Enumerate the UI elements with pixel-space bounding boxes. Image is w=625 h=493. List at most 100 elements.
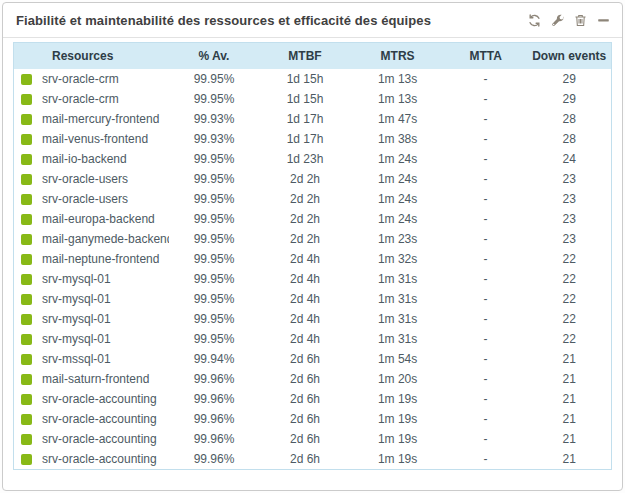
table-row[interactable]: mail-venus-frontend 99.93% 1d 17h 1m 38s… [14, 129, 611, 149]
availability-cell: 99.95% [169, 309, 259, 329]
table-row[interactable]: mail-neptune-frontend 99.95% 2d 4h 1m 32… [14, 249, 611, 269]
availability-cell: 99.95% [169, 229, 259, 249]
table-row[interactable]: mail-saturn-frontend 99.96% 2d 6h 1m 20s… [14, 369, 611, 389]
mtta-cell: - [444, 369, 528, 389]
down-events-cell: 28 [527, 129, 611, 149]
resource-table-body: srv-oracle-crm 99.95% 1d 15h 1m 13s - 29… [14, 69, 611, 469]
table-row[interactable]: srv-oracle-crm 99.95% 1d 15h 1m 13s - 29 [14, 89, 611, 109]
status-ok-icon [21, 174, 32, 185]
resource-name: srv-oracle-crm [42, 72, 119, 86]
mtbf-cell: 2d 6h [259, 409, 352, 429]
resource-name: srv-mssql-01 [42, 352, 111, 366]
table-row[interactable]: mail-mercury-frontend 99.93% 1d 17h 1m 4… [14, 109, 611, 129]
refresh-button[interactable] [527, 14, 541, 28]
column-header-mtta[interactable]: MTTA [444, 43, 528, 69]
collapse-button[interactable] [596, 14, 610, 28]
mtbf-cell: 2d 4h [259, 269, 352, 289]
table-row[interactable]: srv-oracle-accounting 99.96% 2d 6h 1m 19… [14, 429, 611, 449]
resource-cell: srv-oracle-accounting [14, 429, 169, 449]
table-row[interactable]: srv-mysql-01 99.95% 2d 4h 1m 31s - 22 [14, 309, 611, 329]
availability-cell: 99.96% [169, 449, 259, 469]
resource-cell: srv-oracle-users [14, 189, 169, 209]
status-ok-icon [21, 154, 32, 165]
configure-button[interactable] [550, 14, 564, 28]
table-row[interactable]: srv-oracle-accounting 99.96% 2d 6h 1m 19… [14, 409, 611, 429]
resource-name: mail-io-backend [42, 152, 127, 166]
resource-table-header: Resources % Av. MTBF MTRS MTTA Down even… [14, 43, 611, 69]
resource-name: srv-mysql-01 [42, 312, 111, 326]
table-row[interactable]: srv-oracle-crm 99.95% 1d 15h 1m 13s - 29 [14, 69, 611, 89]
resource-table: Resources % Av. MTBF MTRS MTTA Down even… [13, 42, 612, 470]
column-header-mtrs[interactable]: MTRS [351, 43, 444, 69]
column-header-down-events[interactable]: Down events [527, 43, 611, 69]
down-events-cell: 23 [527, 189, 611, 209]
table-row[interactable]: mail-europa-backend 99.95% 2d 2h 1m 24s … [14, 209, 611, 229]
status-ok-icon [21, 114, 32, 125]
resource-cell: mail-venus-frontend [14, 129, 169, 149]
table-row[interactable]: mail-io-backend 99.95% 1d 23h 1m 24s - 2… [14, 149, 611, 169]
mtrs-cell: 1m 31s [351, 309, 444, 329]
mtrs-cell: 1m 24s [351, 149, 444, 169]
mtbf-cell: 1d 17h [259, 129, 352, 149]
mtbf-cell: 2d 6h [259, 349, 352, 369]
mtbf-cell: 1d 15h [259, 69, 352, 89]
down-events-cell: 21 [527, 349, 611, 369]
down-events-cell: 21 [527, 429, 611, 449]
resource-name: srv-oracle-accounting [42, 412, 157, 426]
table-row[interactable]: srv-oracle-accounting 99.96% 2d 6h 1m 19… [14, 389, 611, 409]
down-events-cell: 29 [527, 69, 611, 89]
availability-cell: 99.95% [169, 329, 259, 349]
trash-icon [574, 14, 587, 27]
down-events-cell: 22 [527, 329, 611, 349]
table-row[interactable]: srv-mssql-01 99.94% 2d 6h 1m 54s - 21 [14, 349, 611, 369]
table-row[interactable]: srv-oracle-users 99.95% 2d 2h 1m 24s - 2… [14, 189, 611, 209]
mtta-cell: - [444, 429, 528, 449]
mtrs-cell: 1m 24s [351, 169, 444, 189]
availability-cell: 99.95% [169, 69, 259, 89]
mtta-cell: - [444, 289, 528, 309]
column-header-mtbf[interactable]: MTBF [259, 43, 352, 69]
down-events-cell: 22 [527, 309, 611, 329]
mtta-cell: - [444, 449, 528, 469]
status-ok-icon [21, 414, 32, 425]
status-ok-icon [21, 234, 32, 245]
availability-cell: 99.95% [169, 169, 259, 189]
table-row[interactable]: srv-oracle-users 99.95% 2d 2h 1m 24s - 2… [14, 169, 611, 189]
table-row[interactable]: srv-mysql-01 99.95% 2d 4h 1m 31s - 22 [14, 289, 611, 309]
resource-name: srv-oracle-users [42, 172, 128, 186]
availability-cell: 99.93% [169, 129, 259, 149]
delete-button[interactable] [573, 14, 587, 28]
mtbf-cell: 2d 6h [259, 369, 352, 389]
mtbf-cell: 2d 6h [259, 389, 352, 409]
mtbf-cell: 2d 4h [259, 329, 352, 349]
table-row[interactable]: srv-mysql-01 99.95% 2d 4h 1m 31s - 22 [14, 269, 611, 289]
mtta-cell: - [444, 389, 528, 409]
status-ok-icon [21, 434, 32, 445]
down-events-cell: 21 [527, 369, 611, 389]
mtrs-cell: 1m 19s [351, 429, 444, 449]
mtta-cell: - [444, 409, 528, 429]
resource-cell: mail-ganymede-backend [14, 229, 169, 249]
down-events-cell: 22 [527, 289, 611, 309]
availability-cell: 99.95% [169, 269, 259, 289]
column-header-resources[interactable]: Resources [14, 43, 169, 69]
resource-cell: mail-europa-backend [14, 209, 169, 229]
mtta-cell: - [444, 129, 528, 149]
down-events-cell: 21 [527, 389, 611, 409]
table-row[interactable]: srv-oracle-accounting 99.96% 2d 6h 1m 19… [14, 449, 611, 469]
mtrs-cell: 1m 31s [351, 289, 444, 309]
down-events-cell: 24 [527, 149, 611, 169]
mtta-cell: - [444, 189, 528, 209]
mtta-cell: - [444, 269, 528, 289]
resource-name: mail-ganymede-backend [42, 232, 169, 246]
mtbf-cell: 2d 2h [259, 209, 352, 229]
column-header-availability[interactable]: % Av. [169, 43, 259, 69]
mtrs-cell: 1m 13s [351, 89, 444, 109]
down-events-cell: 23 [527, 229, 611, 249]
table-row[interactable]: mail-ganymede-backend 99.95% 2d 2h 1m 23… [14, 229, 611, 249]
resource-cell: mail-neptune-frontend [14, 249, 169, 269]
down-events-cell: 29 [527, 89, 611, 109]
table-row[interactable]: srv-mysql-01 99.95% 2d 4h 1m 31s - 22 [14, 329, 611, 349]
mtrs-cell: 1m 54s [351, 349, 444, 369]
mtrs-cell: 1m 31s [351, 269, 444, 289]
